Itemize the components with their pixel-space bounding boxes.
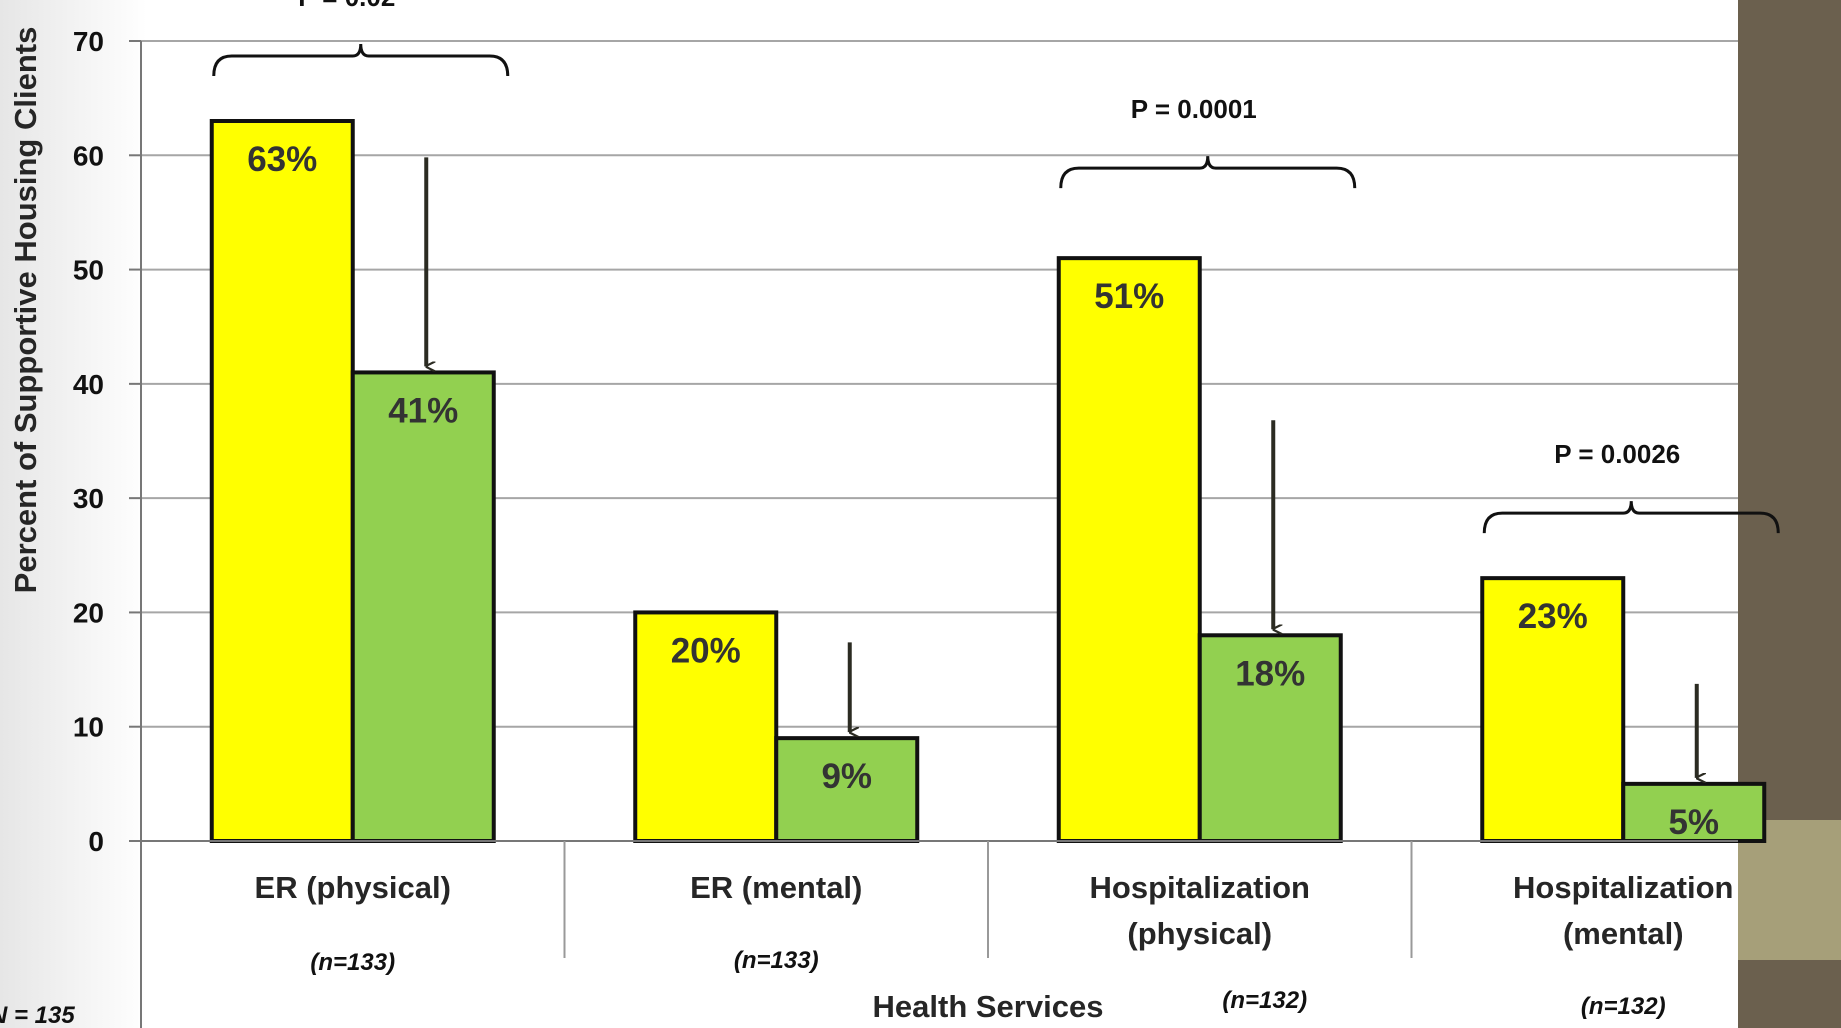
y-axis-title: Percent of Supportive Housing Clients — [8, 27, 43, 594]
category-label-2-1: (physical) — [1127, 916, 1272, 951]
y-tick-label-50: 50 — [73, 255, 104, 286]
y-tick-label-60: 60 — [73, 140, 104, 171]
x-axis-title: Health Services — [873, 989, 1104, 1024]
sample-size-label-0: (n=133) — [310, 949, 395, 976]
bars — [209, 119, 1767, 844]
data-label-before-2: 51% — [1094, 277, 1164, 316]
decrease-arrows — [424, 157, 1697, 777]
axes — [129, 40, 1738, 1028]
data-label-before-3: 23% — [1518, 597, 1588, 636]
bar-before-0 — [209, 119, 355, 843]
y-tick-label-20: 20 — [73, 597, 104, 628]
total-n-note: N = 135 — [0, 1002, 75, 1028]
significance-bracket-2 — [1059, 156, 1357, 189]
p-value-label-3: P = 0.0026 — [1554, 439, 1680, 469]
p-value-label-2: P = 0.0001 — [1131, 94, 1257, 124]
sample-size-label-1: (n=133) — [734, 947, 819, 974]
bar-after-0 — [350, 370, 496, 843]
data-label-after-2: 18% — [1235, 654, 1305, 693]
p-value-label-0: P = 0.02 — [298, 0, 395, 12]
category-label-3-0: Hospitalization — [1513, 870, 1733, 905]
category-label-3-1: (mental) — [1563, 916, 1684, 951]
data-label-before-1: 20% — [671, 631, 741, 670]
data-label-after-1: 9% — [821, 757, 872, 796]
labels: 0 10 20 30 40 50 60 70 63% 41% P = 0.02 ER (physica… — [73, 0, 1780, 1020]
data-label-before-0: 63% — [247, 140, 317, 179]
decor-light-square — [1738, 820, 1841, 960]
sample-size-label-2: (n=132) — [1222, 987, 1307, 1014]
category-label-1-0: ER (mental) — [690, 870, 862, 905]
category-label-2-0: Hospitalization — [1090, 870, 1310, 905]
bar-after-3 — [1621, 781, 1767, 843]
y-tick-label-70: 70 — [73, 26, 104, 57]
y-tick-label-0: 0 — [88, 826, 104, 857]
significance-bracket-3 — [1482, 501, 1780, 534]
data-label-after-0: 41% — [388, 391, 458, 430]
y-tick-label-10: 10 — [73, 712, 104, 743]
bar-before-3 — [1480, 576, 1626, 844]
y-tick-label-40: 40 — [73, 369, 104, 400]
sample-size-label-3: (n=132) — [1581, 993, 1666, 1020]
category-label-0-0: ER (physical) — [255, 870, 451, 905]
significance-bracket-0 — [212, 43, 510, 77]
data-label-after-3: 5% — [1668, 803, 1719, 842]
y-tick-label-30: 30 — [73, 483, 104, 514]
bar-before-2 — [1056, 256, 1202, 843]
